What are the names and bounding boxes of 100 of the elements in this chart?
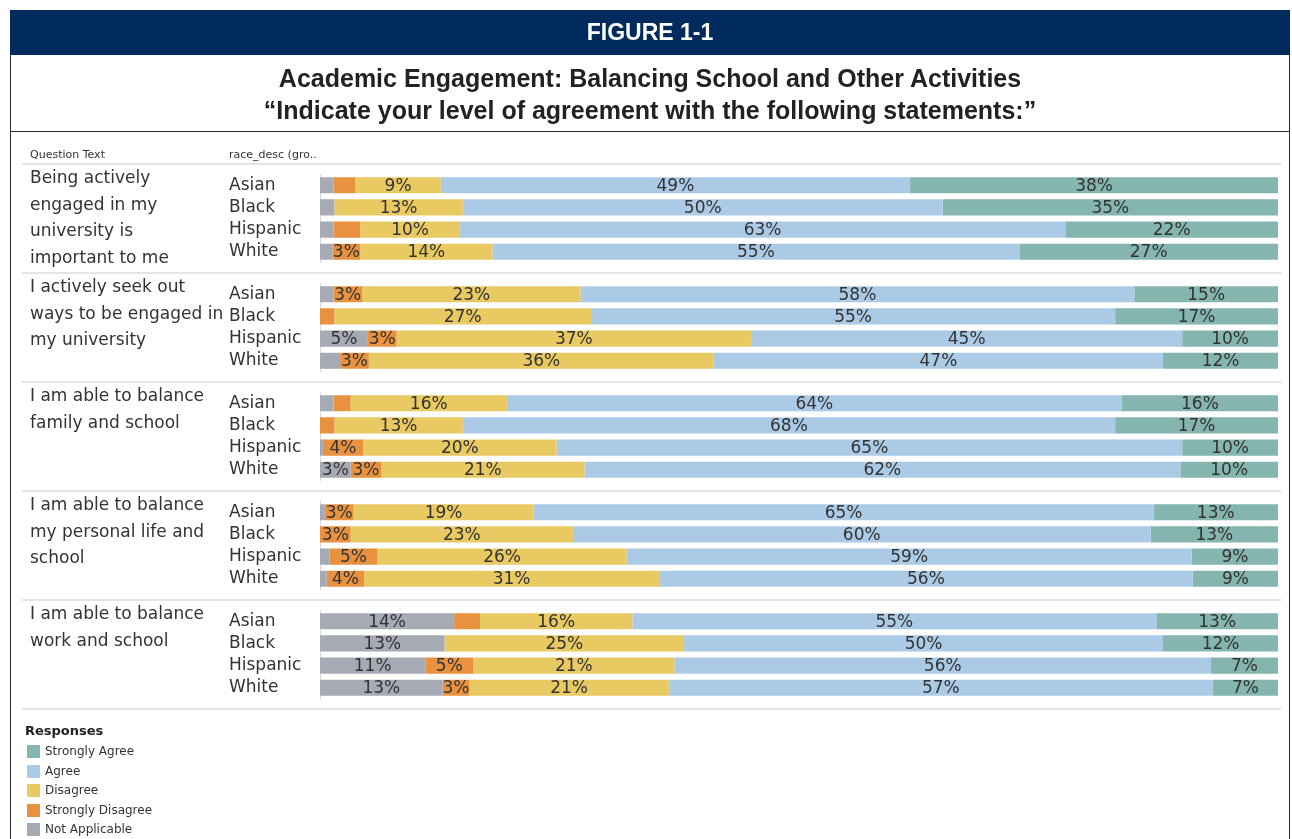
data-label: 64% <box>795 392 834 413</box>
data-label: 13% <box>379 414 418 435</box>
bar <box>320 417 335 434</box>
data-label: 4% <box>331 568 359 589</box>
data-label: 3% <box>332 241 360 262</box>
y-tick-label: White <box>229 458 279 479</box>
data-label: 11% <box>353 655 392 675</box>
bar <box>533 504 1154 521</box>
y-tick-label: Black <box>229 304 276 325</box>
data-label: 10% <box>391 219 429 239</box>
chart-subtitle: “Indicate your level of agreement with the following statements:” <box>263 96 1037 124</box>
data-label: 63% <box>743 219 782 239</box>
bar <box>572 526 1151 543</box>
y-tick-label: Black <box>229 631 276 652</box>
bar <box>320 570 327 587</box>
data-label: 49% <box>656 174 695 195</box>
bar <box>1065 221 1278 238</box>
bar <box>659 570 1193 587</box>
bar <box>751 330 1183 347</box>
data-label: 56% <box>923 655 962 675</box>
bar <box>364 570 660 587</box>
data-label: 3% <box>368 328 396 348</box>
bar <box>1115 308 1278 325</box>
y-axis-title: I am able to balance family and school <box>30 384 205 434</box>
data-label: 21% <box>550 677 588 698</box>
bar <box>462 417 1116 434</box>
y-tick-label: Black <box>229 522 276 543</box>
chart-title: Academic Engagement: Balancing School and Other Activities <box>278 64 1022 92</box>
data-label: 7% <box>1230 655 1258 675</box>
data-label: 7% <box>1231 677 1259 698</box>
y-tick-label: White <box>229 349 279 370</box>
bar <box>1210 657 1278 674</box>
bar <box>381 461 585 478</box>
y-tick-label: Black <box>229 195 276 216</box>
bar <box>353 504 534 521</box>
data-label: 10% <box>1211 437 1249 457</box>
legend-label: Agree <box>45 762 81 779</box>
legend-label: Strongly Disagree <box>45 801 153 818</box>
bar <box>713 352 1164 369</box>
data-label: 57% <box>921 677 960 698</box>
caption: FIGURE 1-1 <box>586 19 714 46</box>
text: Question Text <box>30 148 105 162</box>
y-tick-label: Hispanic <box>229 436 302 456</box>
bar <box>910 177 1278 194</box>
bar <box>584 461 1181 478</box>
bar <box>320 221 334 238</box>
data-label: 12% <box>1201 350 1240 371</box>
data-label: 3% <box>341 350 368 371</box>
bar <box>684 635 1164 652</box>
data-label: 13% <box>363 632 402 653</box>
y-tick-label: Hispanic <box>229 327 302 347</box>
bar <box>459 221 1066 238</box>
data-label: 13% <box>1198 610 1237 631</box>
bar <box>396 330 752 347</box>
bar <box>320 548 330 565</box>
data-label: 35% <box>1091 196 1130 217</box>
data-label: 3% <box>352 459 380 480</box>
header-banner: FIGURE 1-1 <box>10 10 1290 55</box>
data-label: 5% <box>330 328 358 348</box>
bar <box>377 548 627 565</box>
data-label: 55% <box>875 610 914 631</box>
data-label: 10% <box>1210 459 1249 480</box>
bar <box>320 308 335 325</box>
y-tick-label: Asian <box>229 500 276 521</box>
data-label: 38% <box>1075 174 1113 195</box>
bar <box>1115 417 1278 434</box>
data-label: 5% <box>340 546 368 566</box>
bar <box>320 657 426 674</box>
y-tick-label: White <box>229 676 279 697</box>
y-tick-label: Hispanic <box>229 545 302 565</box>
bar <box>1182 330 1278 347</box>
y-tick-label: White <box>229 240 279 261</box>
bar <box>320 177 334 194</box>
data-label: 9% <box>1221 546 1249 566</box>
bar <box>320 352 341 369</box>
bar <box>333 395 351 412</box>
bar <box>320 439 323 456</box>
data-label: 15% <box>1187 283 1226 304</box>
data-label: 13% <box>379 196 418 217</box>
data-label: 27% <box>443 305 482 326</box>
data-label: 13% <box>1195 523 1234 544</box>
bar <box>333 221 361 238</box>
bar <box>320 635 445 652</box>
y-tick-label: Asian <box>229 282 276 303</box>
data-label: 68% <box>770 414 808 435</box>
data-label: 59% <box>890 546 929 566</box>
bar <box>350 526 573 543</box>
bar <box>469 679 669 696</box>
data-label: 12% <box>1201 632 1240 653</box>
data-label: 50% <box>683 196 722 217</box>
bar <box>360 221 460 238</box>
data-label: 27% <box>1129 241 1168 262</box>
bar <box>506 395 1122 412</box>
y-tick-label: Asian <box>229 391 276 412</box>
data-label: 17% <box>1177 305 1216 326</box>
y-tick-label: Hispanic <box>229 654 302 674</box>
data-label: 9% <box>1221 568 1249 589</box>
bar <box>444 635 685 652</box>
y-axis-title: I actively seek out ways to be engaged in my university <box>30 275 225 351</box>
data-label: 20% <box>440 437 479 457</box>
